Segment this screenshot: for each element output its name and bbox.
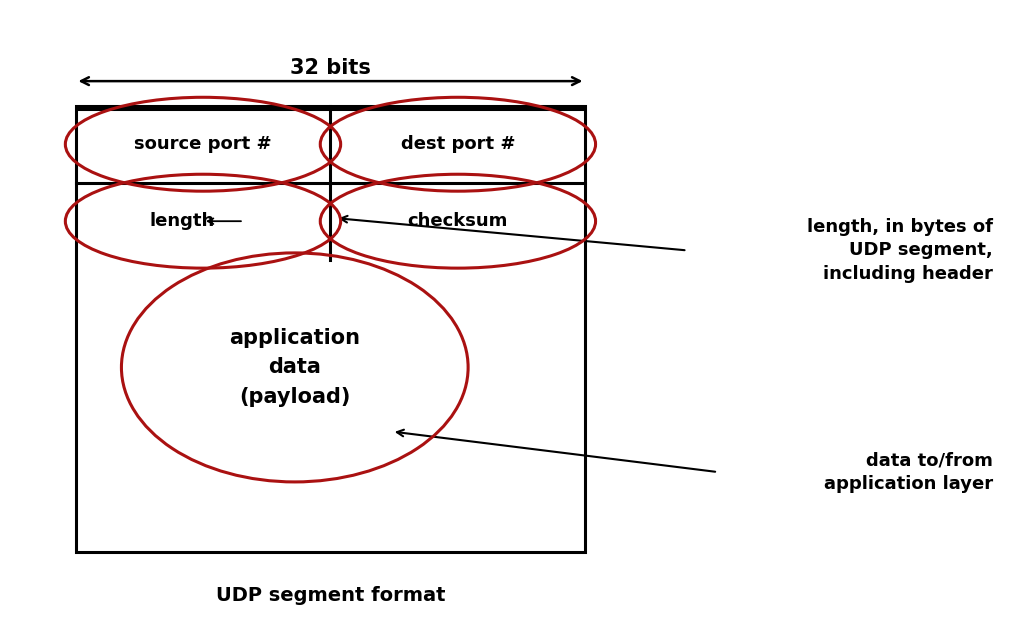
Text: application
data
(payload): application data (payload) — [229, 328, 360, 407]
Text: source port #: source port # — [135, 135, 271, 154]
Text: 32 bits: 32 bits — [290, 58, 371, 78]
Text: data to/from
application layer: data to/from application layer — [824, 451, 993, 493]
Text: length, in bytes of
UDP segment,
including header: length, in bytes of UDP segment, includi… — [807, 218, 993, 283]
Text: length: length — [150, 212, 215, 230]
Text: UDP segment format: UDP segment format — [216, 586, 445, 605]
Text: dest port #: dest port # — [401, 135, 515, 154]
Text: checksum: checksum — [408, 212, 508, 230]
Bar — [75, 109, 585, 552]
